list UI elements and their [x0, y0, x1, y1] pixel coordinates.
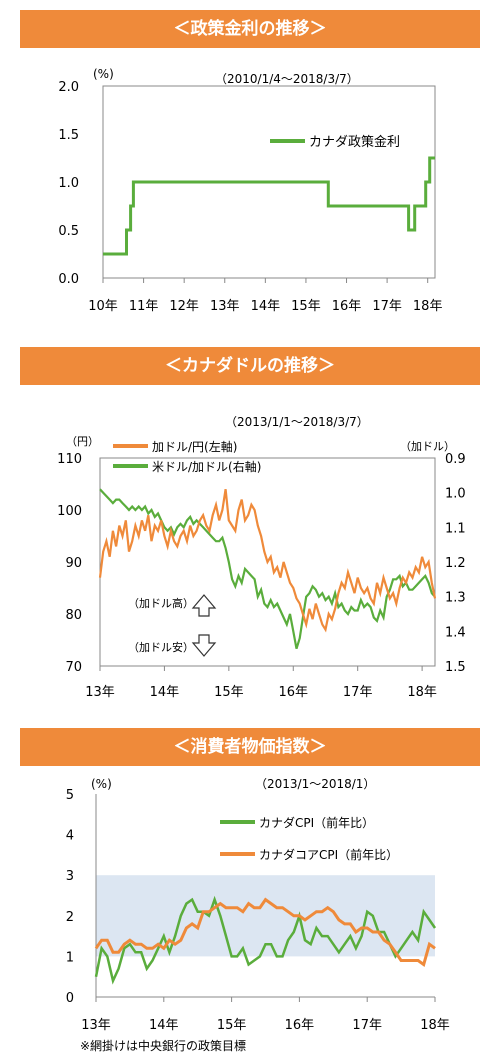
y-right-unit-label: （加ドル）: [400, 440, 455, 453]
series-line-policy-rate: [103, 156, 435, 256]
annotation-cad-strong: （加ドル高）: [128, 596, 194, 610]
y-tick-label: 4: [66, 829, 74, 844]
y-right-tick-label: 1.4: [445, 625, 466, 640]
section-title-cad: ＜カナダドルの推移＞: [20, 347, 480, 385]
x-tick-label: 18年: [420, 1018, 450, 1033]
y-right-tick-label: 1.5: [445, 660, 466, 675]
arrow-down-icon: [191, 634, 217, 657]
y-left-tick-label: 70: [65, 660, 82, 675]
target-band: [96, 875, 435, 957]
x-tick-label: 17年: [352, 1018, 382, 1033]
period-label: （2013/1/1～2018/3/7）: [225, 415, 369, 429]
x-tick-label: 16年: [332, 299, 362, 314]
annotation-cad-weak: （加ドル安）: [128, 640, 194, 654]
x-tick-label: 18年: [413, 299, 443, 314]
y-unit-label: (%): [93, 67, 114, 81]
x-tick-label: 13年: [81, 1018, 111, 1033]
plot-frame: [102, 85, 436, 279]
x-tick-label: 14年: [251, 299, 281, 314]
x-tick-label: 18年: [407, 685, 437, 700]
y-right-tick-label: 1.1: [445, 521, 466, 536]
y-unit-label: (%): [91, 777, 112, 791]
y-tick-label: 1.5: [58, 128, 79, 143]
legend-label-usdcad: 米ドル/加ドル(右軸): [152, 459, 261, 474]
x-tick-label: 14年: [149, 1018, 179, 1033]
x-tick-label: 15年: [214, 685, 244, 700]
y-left-tick-label: 80: [65, 608, 82, 623]
y-left-unit-label: （円）: [66, 435, 99, 448]
y-tick-label: 2.0: [58, 80, 79, 95]
policy-rate-chart: (%) （2010/1/4～2018/3/7） 0.0 0.5 1.0 1.5 2.0 10年…: [58, 67, 443, 314]
y-tick-label: 1: [66, 950, 74, 965]
x-tick-label: 10年: [88, 299, 118, 314]
y-right-tick-label: 1.3: [445, 591, 466, 606]
y-tick-label: 2: [66, 910, 74, 925]
series-line-core-cpi: [94, 897, 436, 967]
cad-exchange-chart: （2013/1/1～2018/3/7） （円） （加ドル） 70 80 90 100 110 0…: [57, 415, 466, 700]
y-right-tick-label: 1.0: [445, 487, 466, 502]
x-tick-label: 15年: [217, 1018, 247, 1033]
y-left-tick-label: 90: [65, 556, 82, 571]
cpi-chart: (%) （2013/1～2018/1） 0 1 2 3 4 5 13年 14年 15年 16年 17年 1…: [66, 777, 450, 1053]
period-label: （2010/1/4～2018/3/7）: [215, 72, 359, 86]
x-tick-label: 12年: [169, 299, 199, 314]
y-tick-label: 5: [66, 788, 74, 803]
y-tick-label: 0: [66, 991, 74, 1006]
x-tick-label: 13年: [210, 299, 240, 314]
x-tick-label: 14年: [150, 685, 180, 700]
legend-label-core-cpi: カナダコアCPI（前年比）: [259, 847, 398, 862]
legend-label: カナダ政策金利: [309, 134, 400, 150]
section-title-policy-rate: ＜政策金利の推移＞: [20, 10, 480, 48]
y-tick-label: 3: [66, 869, 74, 884]
y-tick-label: 0.5: [58, 224, 79, 239]
period-label: （2013/1～2018/1）: [255, 777, 375, 791]
y-right-tick-label: 1.2: [445, 556, 466, 571]
section-title-cpi: ＜消費者物価指数＞: [20, 728, 480, 766]
y-tick-label: 1.0: [58, 176, 79, 191]
arrow-up-icon: [191, 594, 217, 617]
plot-frame: [99, 457, 436, 667]
series-line-usdcad: [99, 488, 436, 650]
y-right-tick-label: 0.9: [445, 452, 466, 467]
x-tick-label: 13年: [85, 685, 115, 700]
legend-label-cpi: カナダCPI（前年比）: [259, 815, 374, 830]
x-tick-label: 15年: [291, 299, 321, 314]
y-left-tick-label: 100: [57, 504, 82, 519]
x-tick-label: 17年: [343, 685, 373, 700]
x-tick-label: 16年: [278, 685, 308, 700]
x-tick-label: 17年: [372, 299, 402, 314]
footnote: ※網掛けは中央銀行の政策目標: [80, 1038, 246, 1053]
series-line-cadjpy: [98, 489, 437, 633]
x-tick-label: 16年: [285, 1018, 315, 1033]
x-tick-label: 11年: [129, 299, 159, 314]
y-left-tick-label: 110: [57, 452, 82, 467]
legend-label-cadjpy: 加ドル/円(左軸): [152, 439, 237, 454]
y-tick-label: 0.0: [58, 272, 79, 287]
